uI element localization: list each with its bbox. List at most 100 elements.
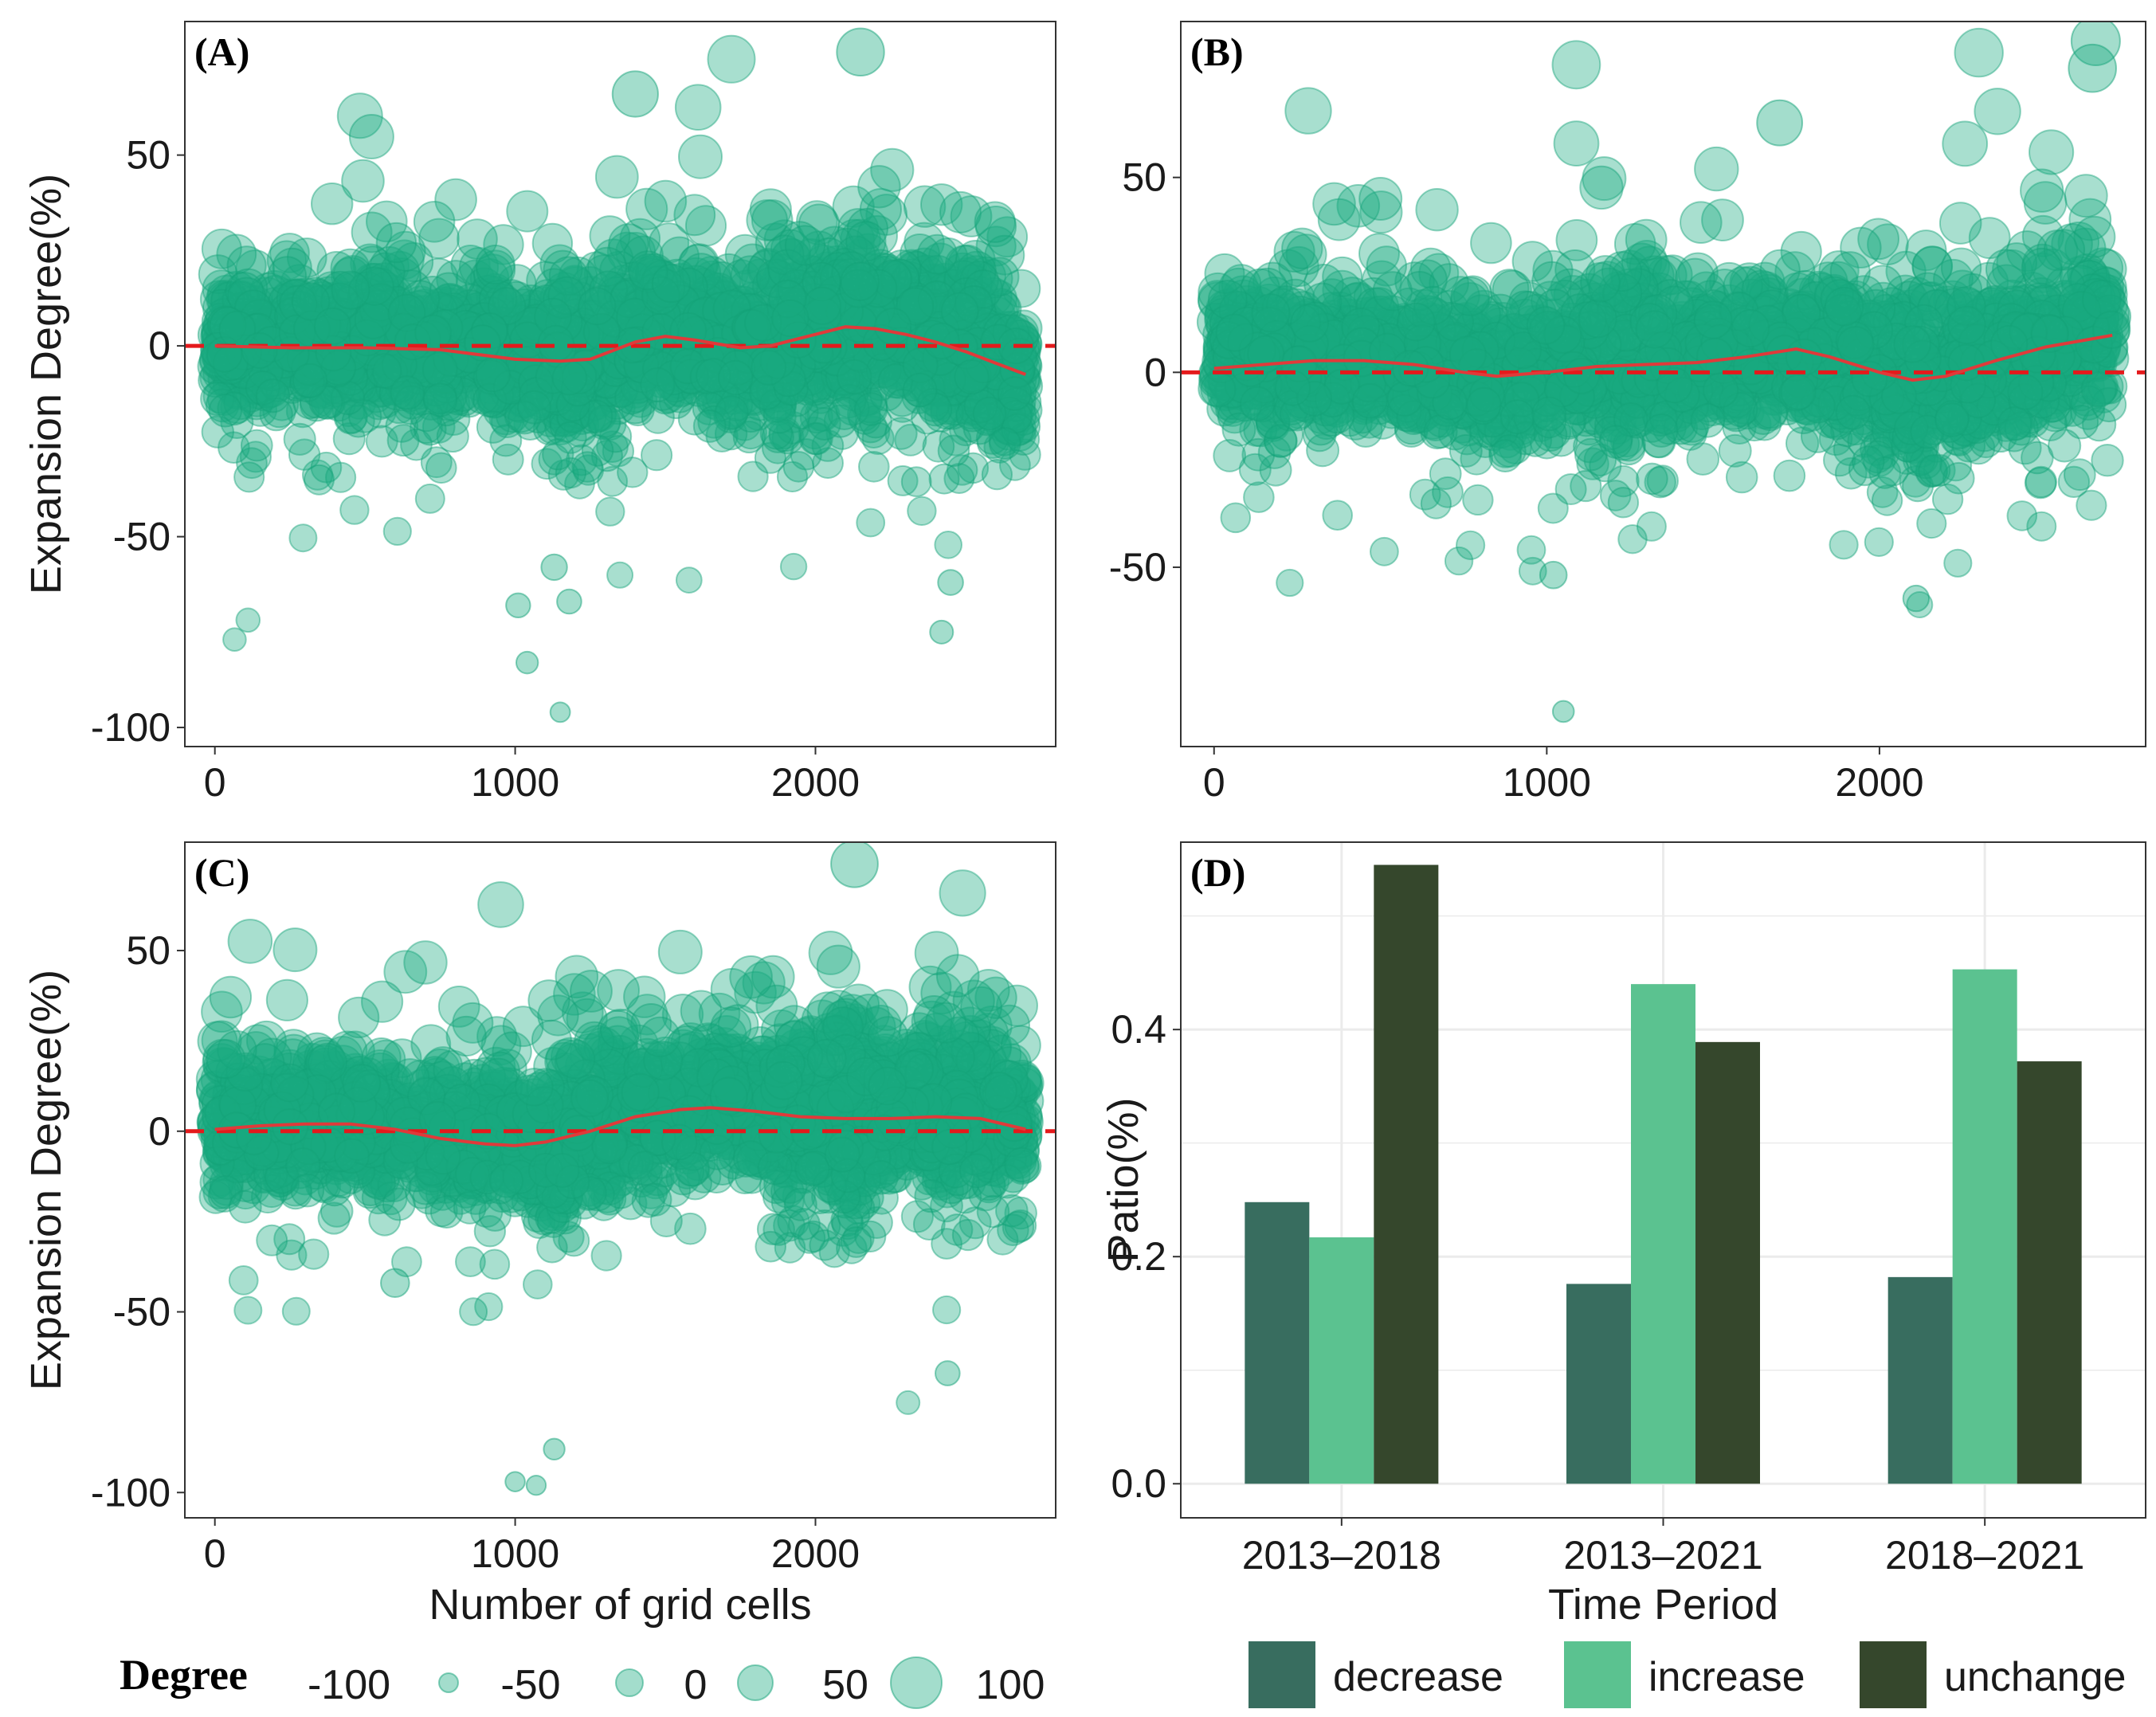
data-point <box>359 378 394 414</box>
data-point <box>789 370 824 406</box>
data-point <box>806 287 845 325</box>
data-point <box>994 349 1029 386</box>
data-point <box>914 264 954 304</box>
data-point <box>388 374 423 410</box>
data-point <box>389 300 427 338</box>
data-point <box>740 331 778 369</box>
data-point <box>586 406 621 441</box>
data-point <box>565 355 601 390</box>
data-point <box>593 238 634 280</box>
data-point <box>941 287 980 326</box>
data-point <box>355 349 390 386</box>
data-point <box>653 365 689 401</box>
data-point <box>795 255 835 296</box>
data-point <box>423 380 458 415</box>
data-point <box>900 351 937 388</box>
data-point <box>288 307 327 345</box>
data-point <box>319 332 356 370</box>
data-point <box>839 321 876 359</box>
data-point <box>992 330 1029 367</box>
data-point <box>419 288 458 327</box>
data-point <box>361 367 397 402</box>
data-point <box>535 303 574 341</box>
data-point <box>626 295 665 334</box>
data-point <box>675 566 703 594</box>
data-point <box>322 361 359 397</box>
data-point <box>547 459 579 491</box>
data-point <box>957 452 990 484</box>
data-point <box>684 285 723 324</box>
data-point <box>288 331 325 368</box>
data-point <box>954 367 989 403</box>
data-point <box>523 286 563 325</box>
data-point <box>512 298 551 337</box>
data-point <box>606 231 648 272</box>
data-point <box>775 410 809 445</box>
data-point <box>437 402 471 437</box>
data-point <box>841 270 881 309</box>
data-point <box>836 264 876 304</box>
data-point <box>332 422 366 456</box>
data-point <box>555 375 591 410</box>
data-point <box>197 316 235 354</box>
data-point <box>998 350 1034 386</box>
data-point <box>638 343 675 380</box>
data-point <box>917 367 953 402</box>
data-point <box>1680 201 1723 245</box>
data-point <box>306 350 343 386</box>
data-point <box>615 288 654 327</box>
data-point <box>352 262 392 303</box>
data-point <box>833 320 871 358</box>
data-point <box>637 258 678 299</box>
data-point <box>988 427 1021 460</box>
data-point <box>352 245 393 286</box>
data-point <box>711 294 751 333</box>
data-point <box>515 362 552 398</box>
data-point <box>508 309 546 347</box>
data-point <box>986 216 1029 258</box>
data-point <box>311 182 354 225</box>
data-point <box>305 325 343 363</box>
x-tick-label: 2000 <box>771 760 860 805</box>
data-point <box>807 407 841 441</box>
data-point <box>852 314 890 352</box>
data-point <box>315 324 352 362</box>
data-point <box>734 416 767 450</box>
data-point <box>441 381 476 416</box>
data-point <box>365 425 398 458</box>
data-point <box>711 304 750 342</box>
data-point <box>943 357 978 394</box>
data-point <box>837 359 872 395</box>
data-point <box>413 200 456 243</box>
data-point <box>640 367 676 402</box>
data-point <box>563 374 598 409</box>
data-point <box>915 265 955 305</box>
data-point <box>552 322 590 359</box>
data-point <box>1954 27 2004 78</box>
data-point <box>486 360 523 396</box>
data-point <box>314 307 351 345</box>
data-point <box>663 350 700 386</box>
data-point <box>703 278 742 318</box>
data-point <box>969 385 1003 420</box>
data-point <box>963 302 1002 340</box>
data-point <box>261 300 299 339</box>
data-point <box>425 301 464 339</box>
data-point <box>453 307 491 345</box>
data-point <box>803 374 839 410</box>
data-point <box>228 357 264 393</box>
data-point <box>523 320 561 358</box>
data-point <box>713 399 747 433</box>
data-point <box>707 34 756 84</box>
data-point <box>728 354 764 390</box>
data-point <box>269 233 310 273</box>
data-point <box>893 258 933 299</box>
data-point <box>882 298 920 337</box>
data-point <box>593 407 627 441</box>
data-point <box>660 340 697 377</box>
data-point <box>651 331 688 369</box>
data-point <box>362 373 397 409</box>
data-point <box>398 381 433 416</box>
data-point <box>806 364 841 400</box>
data-point <box>602 343 639 381</box>
